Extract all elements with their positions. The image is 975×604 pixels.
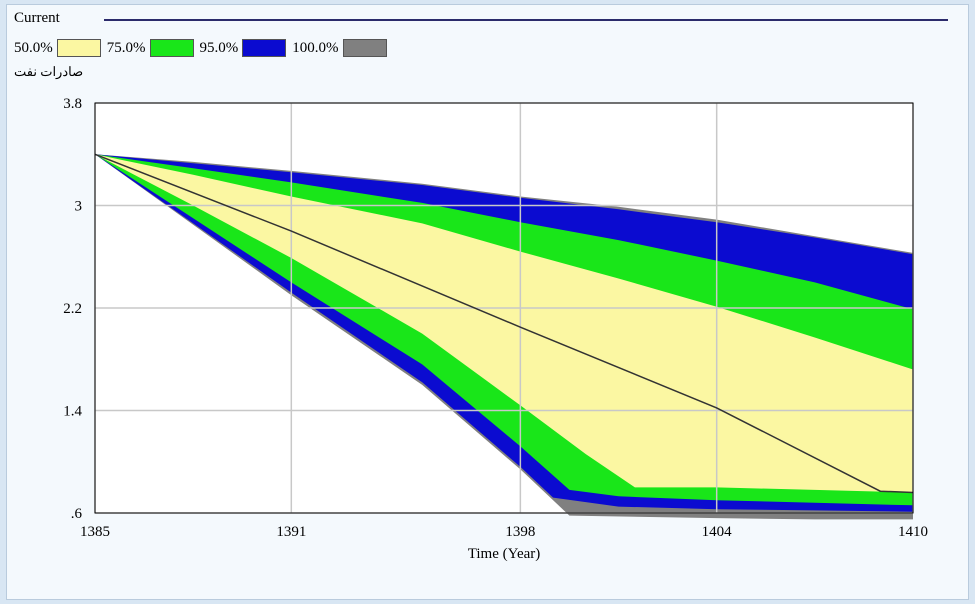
y-tick-label: 3 — [75, 199, 83, 215]
x-axis-label: Time (Year) — [468, 546, 541, 562]
legend-item: 50.0% — [14, 39, 101, 57]
variable-label: صادرات نفت — [14, 64, 84, 79]
legend-item: 75.0% — [107, 39, 194, 57]
legend-swatch — [56, 39, 101, 57]
x-tick-label: 1410 — [898, 524, 928, 540]
legend-swatch — [342, 39, 387, 57]
x-tick-label: 1398 — [505, 524, 535, 540]
y-tick-label: 3.8 — [63, 96, 82, 112]
legend-label: 95.0% — [199, 39, 239, 56]
legend-label: 100.0% — [292, 39, 339, 56]
series-line — [94, 153, 914, 494]
band-layer — [95, 154, 913, 520]
legend-label: 50.0% — [14, 39, 53, 56]
legend-label: 75.0% — [106, 39, 146, 56]
y-tick-label: 2.2 — [63, 301, 82, 317]
legend-item: 100.0% — [292, 39, 387, 57]
x-tick-labels: 1385 1391 1398 1404 1410 — [80, 524, 928, 540]
confidence-band — [95, 154, 913, 493]
legend-item: 95.0% — [200, 39, 287, 57]
y-tick-label: .6 — [71, 506, 83, 522]
chart-title: Current — [14, 10, 60, 26]
plot-border — [94, 102, 914, 514]
x-tick-label: 1404 — [702, 524, 733, 540]
x-tick-label: 1391 — [276, 524, 306, 540]
legend-swatch — [149, 39, 194, 57]
y-tick-label: 1.4 — [63, 404, 82, 420]
x-tick-label: 1385 — [80, 524, 110, 540]
legend-swatch — [242, 39, 287, 57]
y-tick-labels: .6 1.4 2.2 3 3.8 — [63, 96, 82, 522]
legend: 50.0% 75.0% 95.0% 100.0% — [14, 36, 393, 60]
line-layer — [94, 153, 914, 494]
title-rule — [104, 19, 948, 21]
